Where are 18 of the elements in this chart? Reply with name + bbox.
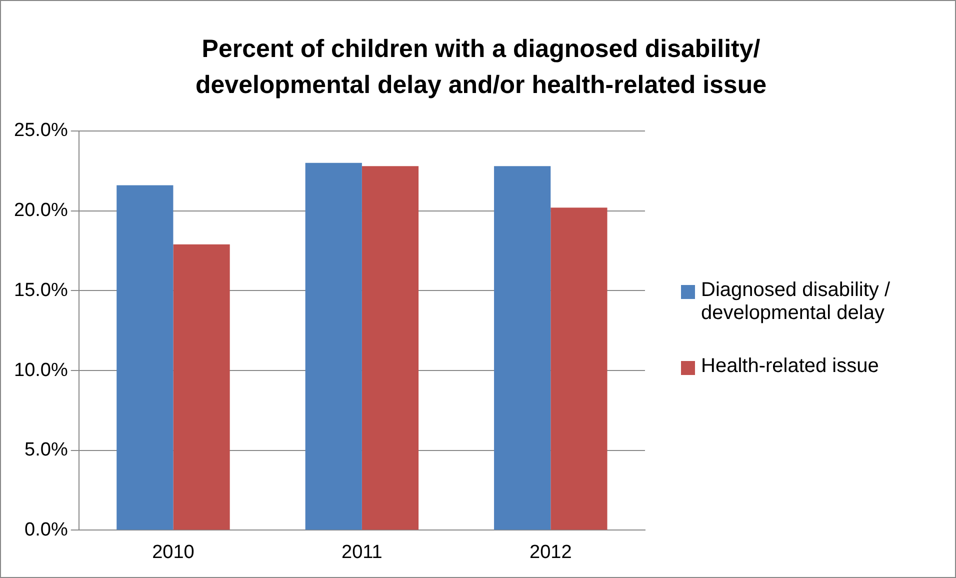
chart-title: Percent of children with a diagnosed disability/ developmental delay and/or health-related issue [194,34,768,101]
bar [494,166,551,530]
x-tick-label: 2011 [342,542,382,563]
legend-label: Diagnosed disability / developmental delay [701,279,891,325]
x-tick-label: 2010 [152,542,194,563]
y-tick-label: 25.0% [14,120,68,142]
bar [362,166,419,530]
y-tick-label: 10.0% [14,360,68,381]
bar [550,208,608,530]
bar [116,185,174,530]
y-tick-label: 15.0% [14,280,68,301]
y-tick-label: 0.0% [24,519,68,540]
y-tick-label: 5.0% [24,440,68,461]
y-tick-label: 20.0% [14,200,68,222]
legend-label: Health-related issue [701,355,879,378]
bar [305,162,362,530]
x-tick-label: 2012 [530,542,572,563]
bar [173,244,230,530]
